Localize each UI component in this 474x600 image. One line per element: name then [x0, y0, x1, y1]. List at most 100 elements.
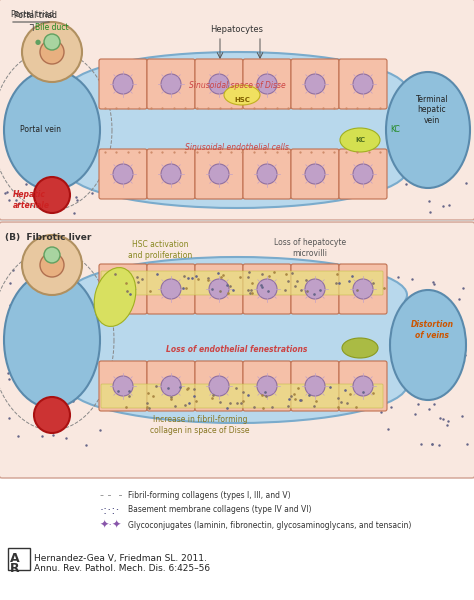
Circle shape	[113, 279, 133, 299]
Circle shape	[209, 376, 229, 396]
Circle shape	[44, 34, 60, 50]
Circle shape	[305, 376, 325, 396]
FancyBboxPatch shape	[99, 59, 147, 109]
Text: (B)  Fibrotic liver: (B) Fibrotic liver	[5, 233, 91, 242]
Text: Portal triad: Portal triad	[15, 11, 57, 20]
FancyBboxPatch shape	[339, 264, 387, 314]
FancyBboxPatch shape	[101, 271, 383, 295]
Ellipse shape	[67, 347, 407, 423]
Text: Distortion
of veins: Distortion of veins	[410, 320, 454, 340]
Text: Annu. Rev. Pathol. Mech. Dis. 6:425–56: Annu. Rev. Pathol. Mech. Dis. 6:425–56	[34, 564, 210, 573]
Circle shape	[257, 376, 277, 396]
Ellipse shape	[4, 70, 100, 190]
Bar	[8, 548, 30, 570]
Text: Hepatocytes: Hepatocytes	[210, 25, 264, 34]
FancyBboxPatch shape	[339, 59, 387, 109]
Circle shape	[40, 253, 64, 277]
Circle shape	[257, 164, 277, 184]
FancyBboxPatch shape	[195, 149, 243, 199]
Circle shape	[113, 376, 133, 396]
Circle shape	[161, 279, 181, 299]
Ellipse shape	[67, 132, 407, 208]
Circle shape	[353, 376, 373, 396]
Text: ●: ●	[35, 39, 41, 45]
Ellipse shape	[390, 290, 466, 400]
FancyBboxPatch shape	[147, 264, 195, 314]
Circle shape	[209, 164, 229, 184]
Text: Portal vein: Portal vein	[20, 125, 61, 134]
FancyBboxPatch shape	[195, 264, 243, 314]
Circle shape	[40, 40, 64, 64]
FancyBboxPatch shape	[99, 264, 147, 314]
Ellipse shape	[342, 338, 378, 358]
FancyBboxPatch shape	[0, 222, 474, 478]
FancyBboxPatch shape	[101, 384, 383, 408]
FancyBboxPatch shape	[291, 361, 339, 411]
Text: HSC activation
and proliferation: HSC activation and proliferation	[128, 240, 192, 260]
Circle shape	[34, 397, 70, 433]
Text: Loss of endothelial fenestrations: Loss of endothelial fenestrations	[166, 346, 308, 355]
Text: ┐: ┐	[29, 21, 36, 31]
Circle shape	[22, 22, 82, 82]
Bar	[70, 90, 404, 170]
FancyBboxPatch shape	[99, 149, 147, 199]
Text: Glycoconjugates (laminin, fibronectin, glycosaminoglycans, and tensacin): Glycoconjugates (laminin, fibronectin, g…	[128, 520, 411, 529]
Text: KC: KC	[355, 137, 365, 143]
Circle shape	[209, 279, 229, 299]
Circle shape	[353, 74, 373, 94]
Circle shape	[353, 279, 373, 299]
Ellipse shape	[67, 52, 407, 128]
FancyBboxPatch shape	[243, 264, 291, 314]
FancyBboxPatch shape	[99, 361, 147, 411]
Circle shape	[257, 74, 277, 94]
Circle shape	[257, 279, 277, 299]
Text: - -  -: - - -	[100, 490, 122, 500]
Text: Portal triad: Portal triad	[11, 10, 54, 19]
FancyBboxPatch shape	[147, 59, 195, 109]
Text: Loss of hepatocyte
microvilli: Loss of hepatocyte microvilli	[274, 238, 346, 258]
Text: Sinusoidal endothelial cells: Sinusoidal endothelial cells	[185, 143, 289, 152]
Text: Increase in fibril-forming
collagen in space of Disse: Increase in fibril-forming collagen in s…	[150, 415, 250, 434]
FancyBboxPatch shape	[339, 149, 387, 199]
Circle shape	[209, 74, 229, 94]
FancyBboxPatch shape	[0, 0, 474, 220]
Ellipse shape	[340, 128, 380, 152]
Text: Bile duct: Bile duct	[35, 22, 69, 31]
Circle shape	[353, 164, 373, 184]
FancyBboxPatch shape	[243, 361, 291, 411]
FancyBboxPatch shape	[243, 149, 291, 199]
Text: ✦·✦: ✦·✦	[100, 520, 122, 530]
Text: Hepatic
arteriole: Hepatic arteriole	[13, 190, 50, 209]
Text: R: R	[10, 562, 19, 575]
FancyBboxPatch shape	[147, 361, 195, 411]
Ellipse shape	[67, 257, 407, 333]
Text: Sinusoidal space of Disse: Sinusoidal space of Disse	[189, 80, 285, 89]
Text: KC: KC	[390, 125, 400, 134]
Circle shape	[22, 235, 82, 295]
Bar	[70, 295, 404, 385]
Circle shape	[34, 177, 70, 213]
Ellipse shape	[386, 72, 470, 188]
Circle shape	[161, 164, 181, 184]
Text: Hernandez-Gea V, Friedman SL. 2011.: Hernandez-Gea V, Friedman SL. 2011.	[34, 554, 207, 563]
FancyBboxPatch shape	[291, 59, 339, 109]
FancyBboxPatch shape	[291, 149, 339, 199]
Ellipse shape	[4, 272, 100, 408]
Circle shape	[161, 74, 181, 94]
FancyBboxPatch shape	[147, 149, 195, 199]
Circle shape	[305, 164, 325, 184]
Text: Basement membrane collagens (type IV and VI): Basement membrane collagens (type IV and…	[128, 505, 311, 514]
Circle shape	[44, 247, 60, 263]
FancyBboxPatch shape	[243, 59, 291, 109]
Text: ·:·:·: ·:·:·	[100, 503, 120, 517]
Circle shape	[305, 74, 325, 94]
FancyBboxPatch shape	[339, 361, 387, 411]
Ellipse shape	[94, 268, 136, 326]
Text: Terminal
hepatic
vein: Terminal hepatic vein	[416, 95, 448, 125]
Circle shape	[113, 164, 133, 184]
FancyBboxPatch shape	[291, 264, 339, 314]
FancyBboxPatch shape	[195, 59, 243, 109]
Circle shape	[305, 279, 325, 299]
Circle shape	[113, 74, 133, 94]
Text: A: A	[10, 552, 19, 565]
